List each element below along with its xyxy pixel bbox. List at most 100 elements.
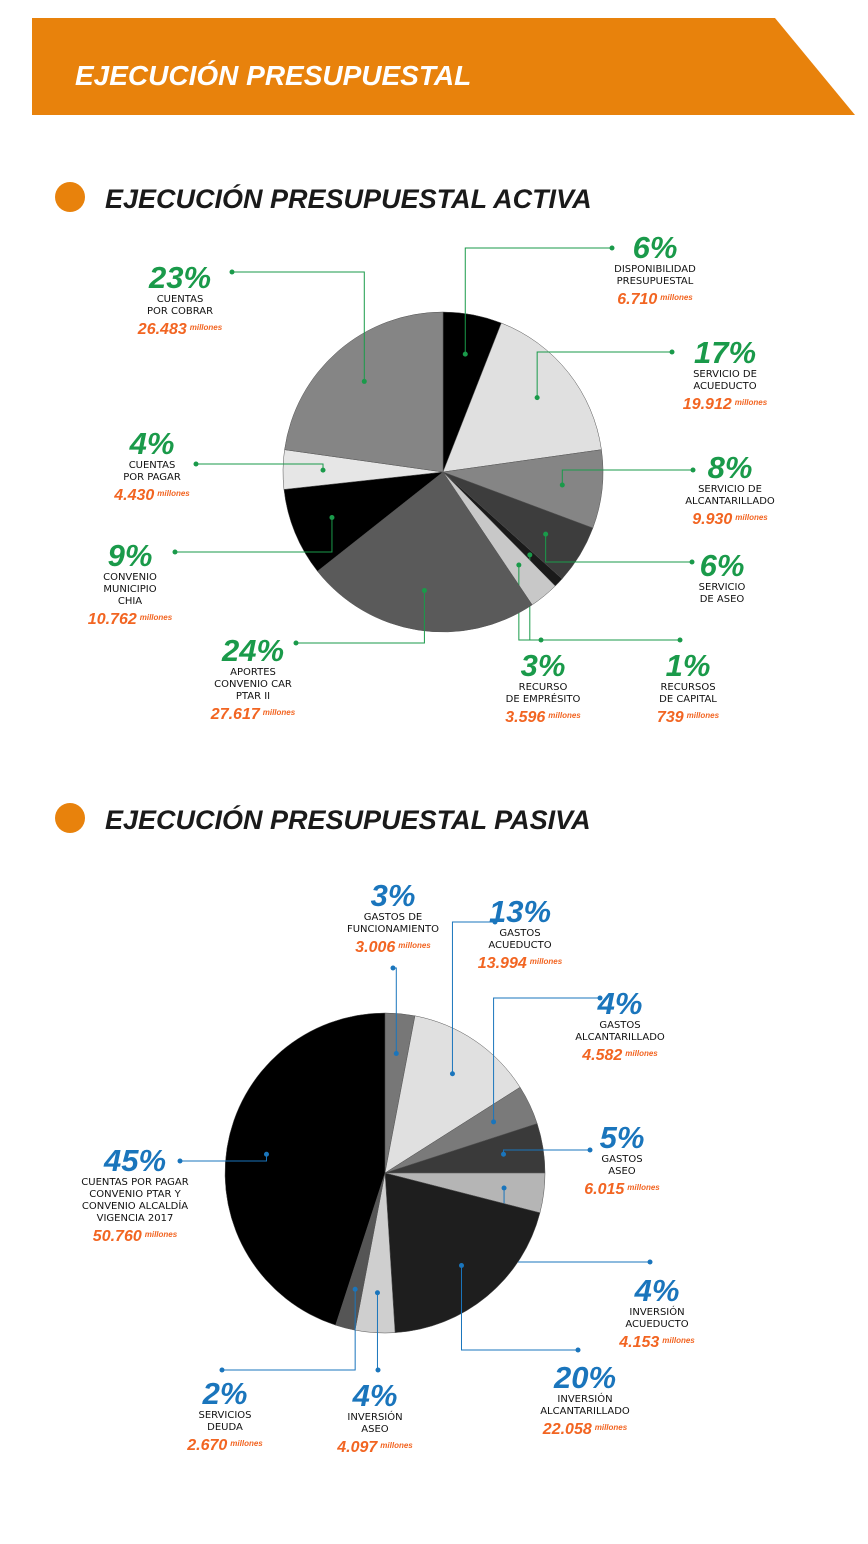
leader-dot — [492, 919, 498, 925]
percent-label: 3% — [520, 648, 566, 683]
amount-value: 27.617 — [210, 706, 260, 723]
amount-label: 739 millones — [598, 706, 778, 728]
leader-line — [460, 1265, 578, 1351]
amount-unit: millones — [398, 941, 431, 950]
leader-dot — [172, 549, 178, 555]
amount-value: 6.710 — [617, 291, 658, 308]
slice-label: 2% SERVICIOS DEUDA 2.670 millones — [135, 1378, 315, 1456]
leader-dot — [516, 562, 522, 568]
category-label: SERVICIO DE ASEO — [698, 582, 746, 605]
category-label: GASTOS ALCANTARILLADO — [575, 1020, 665, 1043]
amount-label: 3.596 millones — [453, 706, 633, 728]
percent-label: 20% — [553, 1360, 617, 1395]
slice-label: 45% CUENTAS POR PAGAR CONVENIO PTAR Y CON… — [45, 1145, 225, 1247]
pie-slice — [384, 1015, 521, 1174]
slice-label: 6% DISPONIBILIDAD PRESUPUESTAL 6.710 millon… — [565, 232, 745, 310]
leader-line — [232, 271, 365, 382]
amount-value: 3.596 — [505, 709, 546, 726]
category-label: DISPONIBILIDAD PRESUPUESTAL — [614, 264, 696, 287]
percent-label: 9% — [107, 538, 153, 573]
leader-dot — [449, 1071, 455, 1077]
percent-label: 4% — [352, 1378, 398, 1413]
leader-line — [222, 1289, 356, 1371]
section-title: EJECUCIÓN PRESUPUESTAL PASIVA — [105, 804, 591, 835]
percent-label: 13% — [488, 894, 552, 929]
amount-label: 13.994 millones — [430, 952, 610, 974]
amount-value: 19.912 — [682, 396, 732, 413]
leader-dot — [501, 1151, 507, 1157]
amount-label: 27.617 millones — [163, 703, 343, 725]
amount-label: 4.430 millones — [62, 484, 242, 506]
category-label: CUENTAS POR PAGAR — [123, 460, 181, 483]
category-label: GASTOS ACUEDUCTO — [488, 928, 552, 951]
amount-value: 13.994 — [477, 955, 527, 972]
header-banner — [32, 18, 855, 115]
category-label: INVERSIÓN ACUEDUCTO — [625, 1307, 689, 1330]
leader-line — [536, 351, 672, 398]
leader-dot — [689, 559, 695, 565]
leader-dot — [393, 1051, 399, 1057]
amount-unit: millones — [380, 1441, 413, 1450]
leader-dot — [352, 1286, 358, 1292]
leader-dot — [534, 395, 540, 401]
pie-slice — [442, 322, 602, 473]
pie-slice — [317, 471, 533, 633]
pie-slice — [384, 1172, 541, 1333]
amount-label: 6.015 millones — [532, 1178, 712, 1200]
leader-dot — [677, 637, 683, 643]
leader-line — [175, 517, 333, 553]
percent-label: 1% — [665, 648, 711, 683]
amount-label: 9.930 millones — [640, 508, 820, 530]
amount-unit: millones — [144, 1230, 178, 1239]
pie-slice — [284, 311, 444, 473]
amount-value: 9.930 — [692, 511, 733, 528]
amount-value: 10.762 — [87, 611, 137, 628]
category-label: CUENTAS POR COBRAR — [146, 294, 214, 317]
amount-label: 4.582 millones — [530, 1044, 710, 1066]
amount-unit: millones — [735, 513, 768, 522]
leader-dot — [229, 269, 235, 275]
amount-unit: millones — [139, 613, 173, 622]
leader-dot — [527, 552, 533, 558]
slice-label: 20% INVERSIÓN ALCANTARILLADO 22.058 millone… — [495, 1362, 675, 1440]
percent-label: 3% — [370, 878, 416, 913]
amount-value: 739 — [656, 709, 684, 726]
leader-dot — [543, 531, 549, 537]
category-label: RECURSO DE EMPRÉSITO — [505, 682, 581, 705]
amount-unit: millones — [686, 711, 720, 720]
leader-dot — [647, 1259, 653, 1265]
category-label: CONVENIO MUNICIPIO CHIA — [103, 572, 157, 607]
percent-label: 2% — [202, 1376, 248, 1411]
amount-unit: millones — [662, 1336, 695, 1345]
category-label: SERVICIO DE ACUEDUCTO — [693, 369, 757, 392]
amount-label: 4.153 millones — [567, 1331, 747, 1353]
leader-dot — [575, 1347, 581, 1353]
pie-slice — [283, 471, 444, 572]
leader-dot — [597, 995, 603, 1001]
amount-value: 4.153 — [619, 1334, 660, 1351]
amount-unit: millones — [625, 1049, 658, 1058]
amount-unit: millones — [189, 323, 223, 332]
leader-line — [561, 469, 693, 486]
percent-label: 5% — [599, 1120, 645, 1155]
percent-label: 45% — [103, 1143, 167, 1178]
amount-label: 10.762 millones — [40, 608, 220, 630]
leader-line — [451, 921, 495, 1074]
amount-value: 2.670 — [187, 1437, 228, 1454]
section-title: EJECUCIÓN PRESUPUESTAL ACTIVA — [105, 183, 592, 214]
amount-label: 26.483 millones — [90, 318, 270, 340]
slice-label: 17% SERVICIO DE ACUEDUCTO 19.912 millones — [635, 337, 815, 415]
leader-dot — [263, 1151, 269, 1157]
leader-dot — [193, 461, 199, 467]
leader-dot — [538, 637, 544, 643]
amount-unit: millones — [734, 398, 768, 407]
slice-label: 4% GASTOS ALCANTARILLADO 4.582 millones — [530, 988, 710, 1066]
header-title: EJECUCIÓN PRESUPUESTAL — [75, 60, 471, 91]
leader-dot — [609, 245, 615, 251]
amount-value: 22.058 — [542, 1421, 592, 1438]
leader-dot — [329, 514, 335, 520]
percent-label: 24% — [221, 633, 285, 668]
leader-dot — [375, 1367, 381, 1373]
